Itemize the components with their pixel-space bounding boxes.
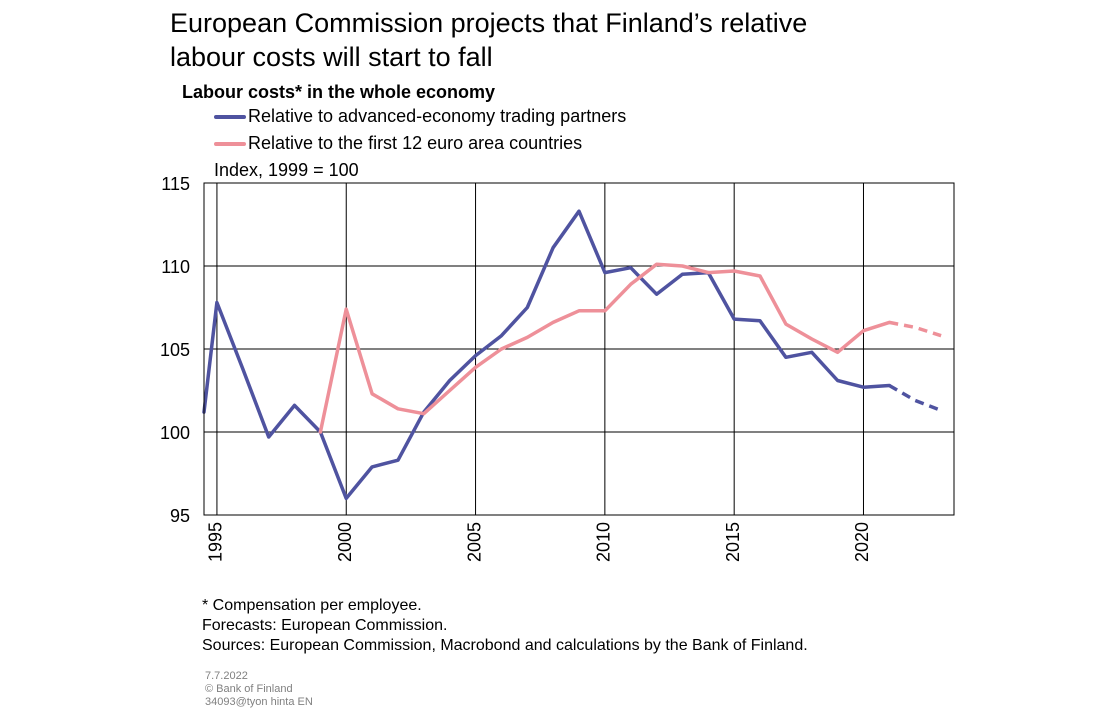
y-tick-label-105: 105 (160, 340, 190, 360)
footnote-definition: * Compensation per employee. (202, 597, 422, 614)
chart-title-line-2: labour costs will start to fall (170, 42, 493, 72)
y-tick-label-110: 110 (161, 257, 190, 277)
series-line-0 (202, 209, 892, 501)
chart-title-line-1: European Commission projects that Finlan… (170, 8, 808, 38)
x-tick-label-2010: 2010 (594, 522, 614, 562)
plot-frame (203, 182, 955, 516)
series-line-1 (318, 262, 892, 434)
legend-swatch-advanced-economies (214, 115, 246, 119)
chart-code: 34093@tyon hinta EN (205, 696, 313, 708)
x-axis-ticks: 1995 2000 2005 2010 2015 2020 (206, 522, 873, 562)
footnote-forecasts: Forecasts: European Commission. (202, 617, 448, 634)
y-axis-unit-label: Index, 1999 = 100 (214, 160, 359, 180)
chart-subtitle: Labour costs* in the whole economy (182, 82, 496, 102)
y-axis-ticks: 95 100 105 110 115 (160, 174, 190, 526)
y-tick-label-115: 115 (161, 174, 190, 194)
x-tick-label-2005: 2005 (464, 522, 484, 562)
legend-swatch-euro-area (214, 142, 246, 146)
chart-title: European Commission projects that Finlan… (170, 6, 1070, 74)
legend-label-advanced-economies: Relative to advanced-economy trading par… (248, 106, 627, 126)
x-tick-label-2015: 2015 (723, 522, 743, 562)
series-forecast-line-0 (888, 383, 942, 413)
footnotes: * Compensation per employee. Forecasts: … (202, 596, 808, 656)
footnote-sources: Sources: European Commission, Macrobond … (202, 637, 808, 654)
y-tick-label-100: 100 (160, 423, 190, 443)
y-tick-label-95: 95 (170, 506, 190, 526)
x-tick-label-1995: 1995 (206, 522, 226, 562)
publication-meta: 7.7.2022 © Bank of Finland 34093@tyon hi… (205, 670, 313, 709)
grid-lines (204, 183, 954, 515)
legend-label-euro-area: Relative to the first 12 euro area count… (248, 133, 583, 153)
x-tick-label-2000: 2000 (335, 522, 355, 562)
series-lines (202, 209, 942, 501)
series-forecast-line-1 (888, 320, 942, 338)
publication-date: 7.7.2022 (205, 670, 248, 682)
copyright-notice: © Bank of Finland (205, 683, 293, 695)
x-tick-label-2020: 2020 (852, 522, 872, 562)
